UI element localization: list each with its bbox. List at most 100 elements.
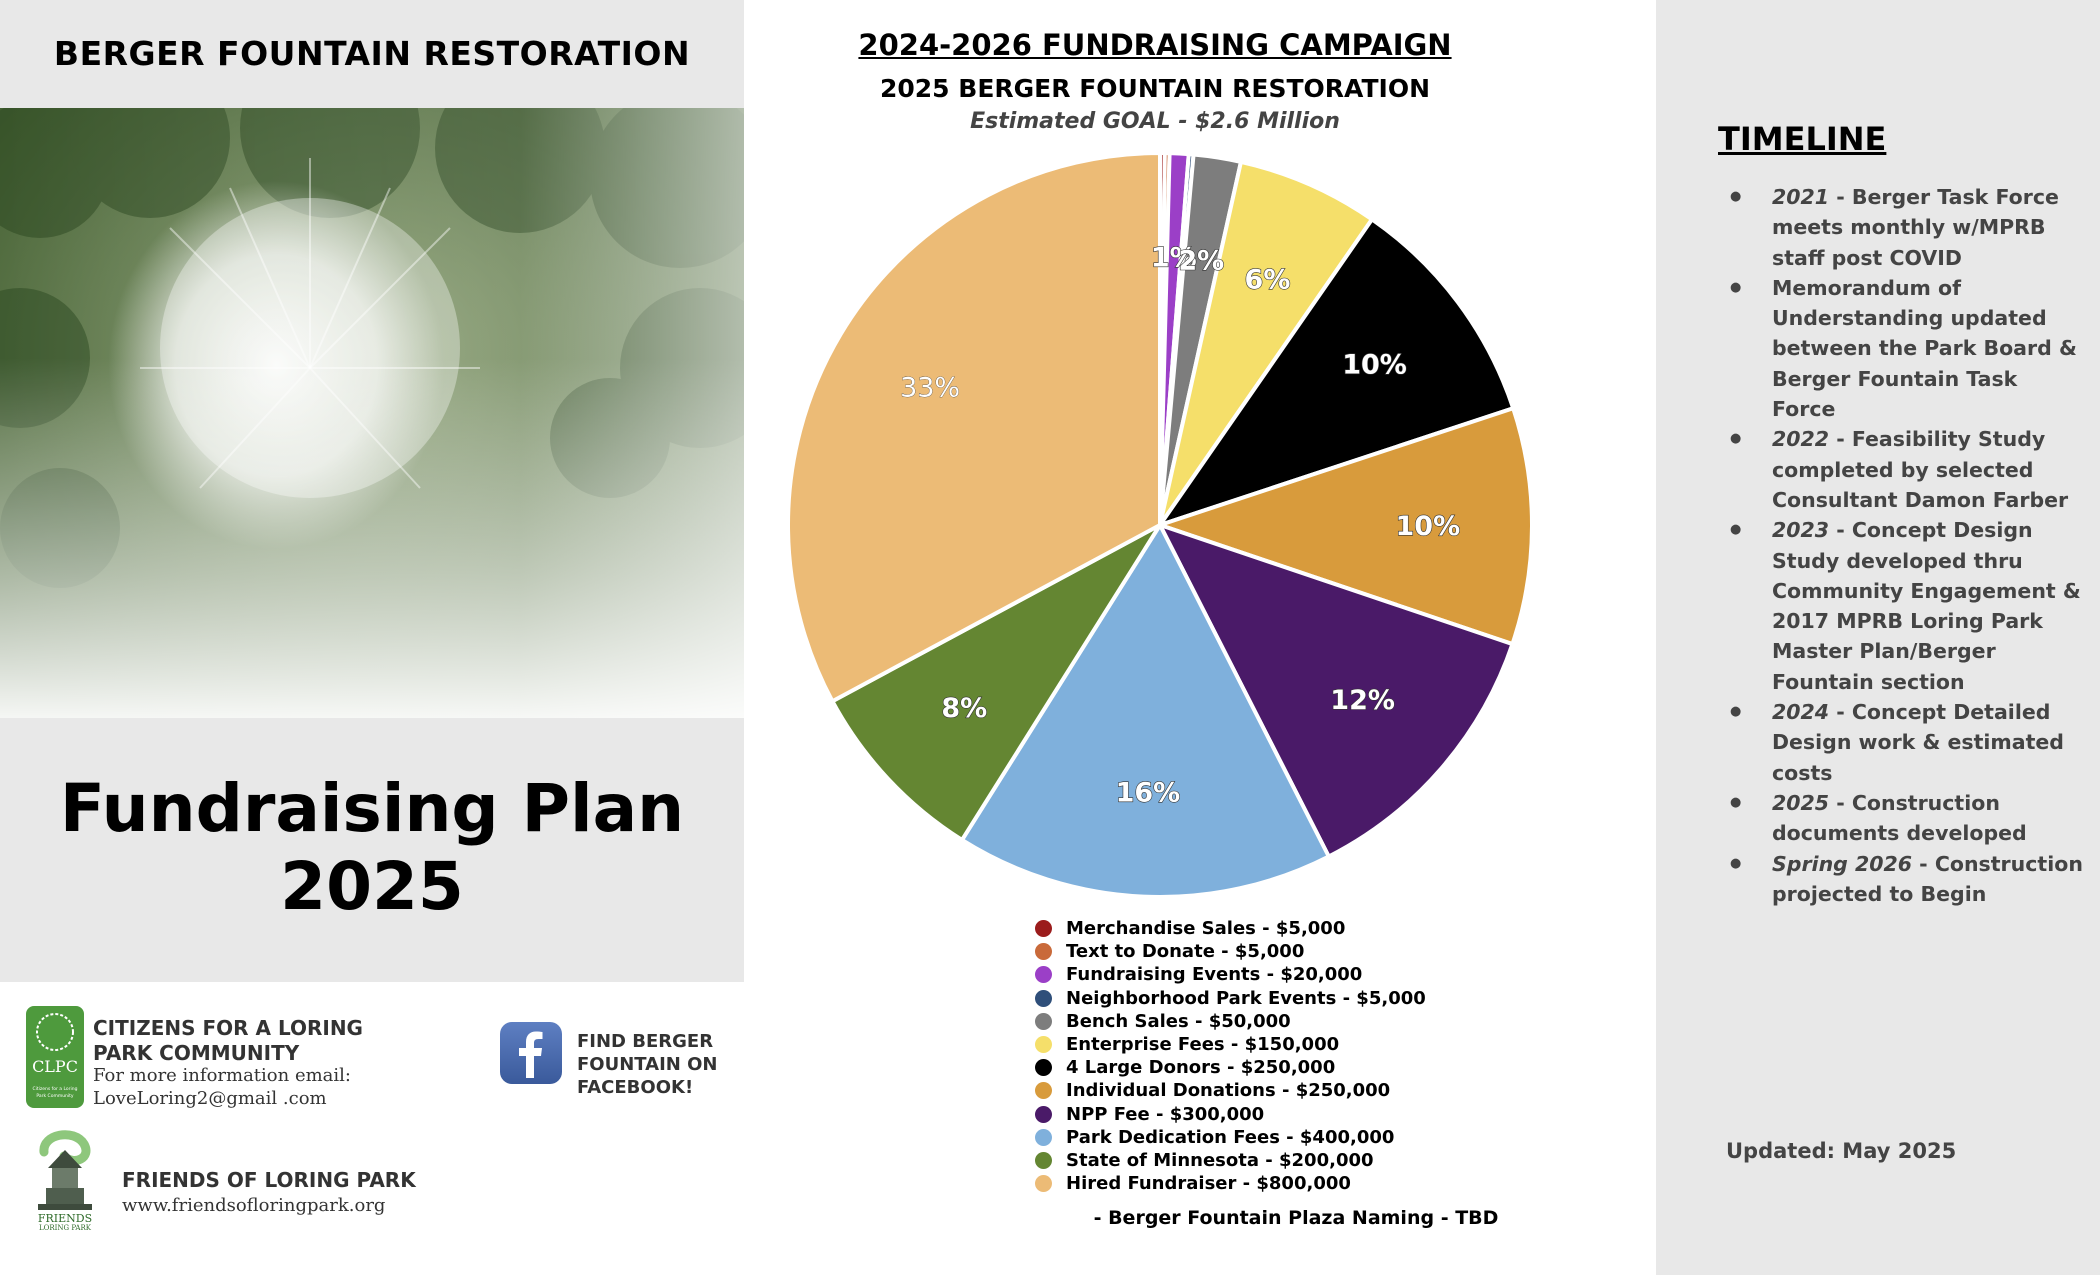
pie-label-3: 1% <box>1151 243 1197 274</box>
svg-text:Citizens for a Loring: Citizens for a Loring <box>33 1086 78 1092</box>
legend-item: Hired Fundraiser - $800,000 <box>1035 1172 1515 1195</box>
facebook-text[interactable]: FIND BERGER FOUNTAIN ON FACEBOOK! <box>577 1031 718 1098</box>
funding-pie-chart: 1%2% 6% 10% 10% 12% 16% 8% 33% <box>786 151 1534 899</box>
legend-item: Park Dedication Fees - $400,000 <box>1035 1126 1515 1149</box>
campaign-title: 2024-2026 FUNDRAISING CAMPAIGN <box>858 28 1452 62</box>
chart-title: 2025 BERGER FOUNTAIN RESTORATION <box>880 74 1430 103</box>
flp-website-link[interactable]: www.friendsofloringpark.org <box>122 1195 386 1216</box>
pie-label-8: 10% <box>1396 511 1461 542</box>
legend-label: Park Dedication Fees - $400,000 <box>1066 1126 1395 1148</box>
timeline-list: 2021 - Berger Task Force meets monthly w… <box>1716 182 2086 909</box>
timeline-title: TIMELINE <box>1718 120 1887 158</box>
legend-item: Neighborhood Park Events - $5,000 <box>1035 987 1515 1010</box>
legend-item: 4 Large Donors - $250,000 <box>1035 1056 1515 1079</box>
svg-text:Park Community: Park Community <box>36 1093 74 1099</box>
pie-slice-12 <box>786 151 1162 704</box>
legend-label: Enterprise Fees - $150,000 <box>1066 1034 1340 1056</box>
legend-item: Text to Donate - $5,000 <box>1035 940 1515 963</box>
updated-date: Updated: May 2025 <box>1726 1139 1957 1163</box>
legend-swatch <box>1035 1175 1052 1193</box>
pie-slice-10 <box>960 523 1331 899</box>
legend-item: Merchandise Sales - $5,000 <box>1035 917 1515 940</box>
clpc-logo-text: CLPC <box>32 1057 78 1076</box>
timeline-text: Memorandum of Understanding updated betw… <box>1772 275 2077 422</box>
timeline-item: 2021 - Berger Task Force meets monthly w… <box>1716 182 2086 273</box>
legend-item: NPP Fee - $300,000 <box>1035 1103 1515 1126</box>
plan-title-line1: Fundraising Plan <box>59 770 685 847</box>
legend-label: Fundraising Events - $20,000 <box>1066 964 1363 986</box>
legend-swatch <box>1035 1059 1052 1077</box>
legend-label: Text to Donate - $5,000 <box>1066 941 1305 963</box>
legend-swatch <box>1035 1105 1052 1123</box>
flp-name: FRIENDS OF LORING PARK <box>122 1168 416 1192</box>
legend-label: Bench Sales - $50,000 <box>1066 1010 1291 1032</box>
legend-label: State of Minnesota - $200,000 <box>1066 1149 1374 1171</box>
timeline-item: 2024 - Concept Detailed Design work & es… <box>1716 697 2086 788</box>
timeline-item: 2025 - Construction documents developed <box>1716 788 2086 849</box>
pie-slice-11 <box>830 523 1162 842</box>
timeline-year: Spring 2026 <box>1772 851 1913 876</box>
plan-title-box: Fundraising Plan 2025 <box>0 718 744 982</box>
legend-item: Fundraising Events - $20,000 <box>1035 963 1515 986</box>
pie-slice-7 <box>1158 217 1516 527</box>
timeline-panel: TIMELINE 2021 - Berger Task Force meets … <box>1656 0 2100 1275</box>
legend-swatch <box>1035 1036 1052 1054</box>
pie-label-12: 33% <box>900 373 960 404</box>
timeline-text: - Construction projected to Begin <box>1772 851 2083 906</box>
chart-subtitle: Estimated GOAL - $2.6 Million <box>970 109 1340 134</box>
legend-swatch <box>1035 1012 1052 1030</box>
timeline-item: Memorandum of Understanding updated betw… <box>1716 273 2086 424</box>
pie-label-7: 10% <box>1342 350 1407 381</box>
clpc-email[interactable]: LoveLoring2@gmail .com <box>93 1088 327 1109</box>
timeline-text: - Construction documents developed <box>1772 790 2027 846</box>
legend-item: State of Minnesota - $200,000 <box>1035 1149 1515 1172</box>
timeline-text: - Feasibility Study completed by selecte… <box>1772 427 2069 512</box>
timeline-year: 2024 <box>1772 700 1830 725</box>
friends-of-loring-park-logo: FRIENDS LORING PARK <box>38 1130 92 1232</box>
legend-item: Bench Sales - $50,000 <box>1035 1010 1515 1033</box>
legend-swatch <box>1035 1082 1052 1100</box>
timeline-item: 2023 - Concept Design Study developed th… <box>1716 515 2086 697</box>
plan-title: Fundraising Plan 2025 <box>0 770 744 926</box>
left-header <box>0 0 744 108</box>
pie-label-9: 12% <box>1330 685 1395 716</box>
clpc-logo: CLPC Citizens for a Loring Park Communit… <box>26 1006 84 1108</box>
timeline-item: Spring 2026 - Construction projected to … <box>1716 849 2086 910</box>
timeline-text: - Concept Design Study developed thru Co… <box>1772 518 2081 694</box>
flp-logo-text-1: FRIENDS <box>38 1212 92 1225</box>
clpc-contact: For more information email: LoveLoring2@… <box>93 1064 413 1110</box>
legend-swatch <box>1035 1151 1052 1169</box>
timeline-item: 2022 - Feasibility Study completed by se… <box>1716 424 2086 515</box>
pie-label-10: 16% <box>1116 778 1181 809</box>
pie-slice-9 <box>1158 523 1515 859</box>
pie-label-5: 2% <box>1178 245 1224 276</box>
fountain-photo <box>0 108 744 718</box>
legend-label: Individual Donations - $250,000 <box>1066 1080 1391 1102</box>
facebook-icon[interactable] <box>500 1022 562 1084</box>
legend-label: 4 Large Donors - $250,000 <box>1066 1057 1336 1079</box>
legend-swatch <box>1035 989 1052 1007</box>
pie-label-11: 8% <box>941 693 987 724</box>
legend-label: Neighborhood Park Events - $5,000 <box>1066 987 1426 1009</box>
pie-label-6: 6% <box>1245 265 1291 296</box>
timeline-year: 2021 <box>1772 185 1830 209</box>
legend-swatch <box>1035 943 1052 961</box>
legend-swatch <box>1035 920 1052 938</box>
plan-title-line2: 2025 <box>280 848 464 925</box>
project-title: BERGER FOUNTAIN RESTORATION <box>53 34 691 73</box>
timeline-year: 2025 <box>1772 790 1830 815</box>
timeline-year: 2022 <box>1772 427 1830 452</box>
pie-slice-8 <box>1158 406 1534 647</box>
timeline-year: 2023 <box>1772 518 1830 543</box>
legend-label: Merchandise Sales - $5,000 <box>1066 918 1346 940</box>
legend-swatch <box>1035 966 1052 984</box>
legend-swatch <box>1035 1128 1052 1146</box>
legend-note: - Berger Fountain Plaza Naming - TBD <box>744 1207 1848 1229</box>
clpc-info-line1: For more information email: <box>93 1065 351 1086</box>
legend-label: NPP Fee - $300,000 <box>1066 1103 1265 1125</box>
pie-slice-6 <box>1158 159 1375 527</box>
timeline-text: - Concept Detailed Design work & estimat… <box>1772 700 2064 785</box>
legend-item: Enterprise Fees - $150,000 <box>1035 1033 1515 1056</box>
legend-note-text: - Berger Fountain Plaza Naming - TBD <box>1093 1207 1499 1229</box>
clpc-name: CITIZENS FOR A LORING PARK COMMUNITY <box>93 1016 363 1065</box>
